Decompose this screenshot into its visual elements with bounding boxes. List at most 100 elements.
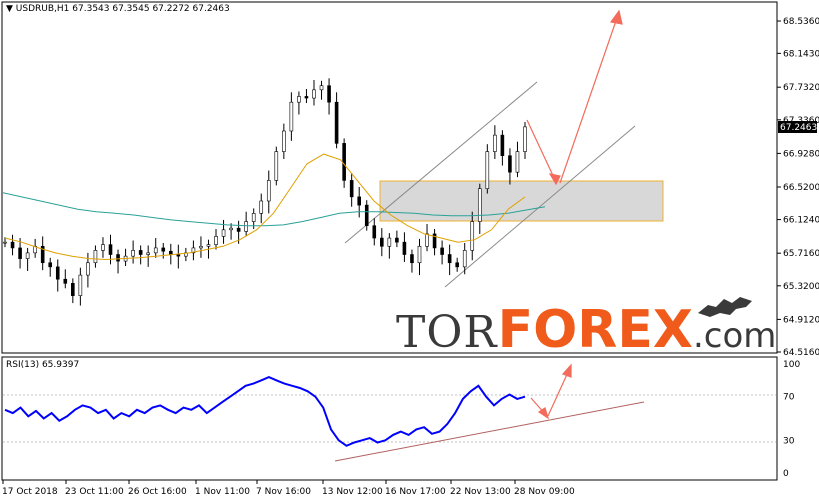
collapse-triangle-icon[interactable]: ▼ — [6, 4, 13, 14]
time-tick-label: 23 Oct 11:00 — [65, 487, 124, 497]
price-tick-label: 66.9280 — [783, 149, 819, 159]
candle-body — [395, 237, 399, 243]
price-axis: 68.5360 68.1430 67.7320 67.3360 66.9280 66.52… — [777, 17, 819, 358]
candle-body — [93, 250, 98, 264]
candle-body — [131, 250, 135, 257]
candle-body — [417, 245, 422, 264]
candle-body — [515, 151, 520, 173]
candle-body — [455, 262, 459, 268]
candle-body — [266, 180, 271, 202]
time-tick-label: 28 Nov 09:00 — [514, 487, 575, 497]
candle-body — [342, 143, 346, 181]
price-tick-label: 67.3360 — [783, 116, 819, 126]
candle-body — [508, 155, 512, 173]
candle-body — [108, 244, 113, 255]
time-tick-label: 26 Oct 16:00 — [128, 487, 187, 497]
rsi-level-label: 70 — [783, 393, 795, 403]
candle-body — [523, 126, 527, 152]
candle-body — [116, 254, 120, 262]
candle-body — [10, 241, 15, 249]
ohlc-values: 67.3543 67.3545 67.2272 67.2463 — [72, 4, 230, 14]
ma-slow-line — [2, 192, 546, 227]
candle-body — [244, 221, 248, 232]
channel-upper — [344, 81, 538, 244]
rsi-label: RSI(13) 65.9397 — [6, 360, 80, 370]
candle-body — [146, 252, 150, 255]
price-tick-label: 68.5360 — [783, 17, 819, 27]
logo-part-forex: FOREX — [497, 300, 693, 360]
candle-body — [477, 188, 482, 222]
rsi-level-label: 0 — [783, 469, 789, 479]
logo-part-tor: TOR — [396, 307, 498, 358]
candle-body — [274, 151, 279, 181]
rsi-forecast-arrows — [530, 363, 572, 420]
price-tick-label: 68.1430 — [783, 49, 819, 59]
candle-body — [485, 151, 490, 189]
logo-part-com: .com — [692, 316, 777, 356]
symbol-label: USDRUB,H1 — [15, 4, 70, 14]
candle-body — [153, 247, 158, 254]
support-zone — [379, 180, 664, 222]
ma-fast-line — [4, 153, 526, 261]
candle-body — [214, 236, 218, 245]
price-tick-label: 66.5200 — [783, 183, 819, 193]
price-tick-label: 64.9120 — [783, 315, 819, 325]
candle-body — [221, 229, 226, 237]
candle-body — [297, 96, 301, 103]
candle-body — [493, 134, 497, 152]
candle-body — [402, 241, 407, 255]
candle-body — [304, 96, 309, 99]
candle-body — [63, 278, 68, 284]
candle-body — [447, 254, 452, 264]
candle-body — [349, 180, 354, 198]
candle-body — [236, 227, 241, 232]
price-panel-frame — [1, 1, 778, 354]
candle-body — [327, 85, 331, 103]
candle-body — [387, 237, 392, 247]
candle-body — [500, 134, 505, 157]
current-price-box — [778, 121, 817, 133]
candle-body — [462, 250, 467, 268]
candle-body — [312, 89, 316, 99]
rsi-line — [4, 376, 526, 447]
candle-body — [55, 266, 60, 280]
candle-body — [380, 237, 384, 247]
candle-body — [18, 247, 22, 259]
rsi-panel-frame — [1, 356, 778, 481]
candle-body — [432, 233, 437, 249]
symbol-header: ▼ USDRUB,H1 67.3543 67.3545 67.2272 67.2… — [6, 4, 230, 14]
candle-body — [334, 101, 339, 144]
forecast-arrows — [526, 9, 623, 186]
price-tick-label: 67.7320 — [783, 83, 819, 93]
bull-bear-icon — [698, 297, 752, 317]
candle-body — [191, 247, 196, 254]
time-tick-label: 16 Nov 17:00 — [385, 487, 446, 497]
candle-body — [319, 85, 324, 91]
time-tick-label: 22 Nov 13:00 — [450, 487, 511, 497]
candle-body — [48, 262, 53, 268]
time-tick-label: 17 Oct 2018 — [2, 487, 58, 497]
candle-body — [440, 247, 444, 255]
candle-body — [410, 254, 414, 264]
candle-body — [259, 200, 264, 214]
candle-body — [199, 245, 203, 249]
candle-body — [357, 196, 362, 206]
current-price-label: 67.2463 — [780, 123, 817, 133]
time-tick-label: 13 Nov 12:00 — [322, 487, 383, 497]
candle-body — [71, 283, 75, 296]
rsi-trendline — [334, 401, 645, 462]
candle-body — [470, 221, 475, 251]
candle-body — [364, 204, 369, 226]
candle-body — [161, 247, 166, 252]
candle-body — [176, 254, 181, 257]
candle-body — [78, 274, 83, 296]
candle-body — [425, 233, 429, 247]
price-tick-label: 64.5160 — [783, 348, 819, 358]
time-tick-label: 1 Nov 11:00 — [195, 487, 250, 497]
rsi-axis: 100 70 30 0 — [783, 360, 800, 479]
price-tick-label: 66.1240 — [783, 216, 819, 226]
candle-body — [206, 244, 211, 247]
candle-body — [101, 244, 105, 251]
candle-body — [168, 250, 173, 255]
